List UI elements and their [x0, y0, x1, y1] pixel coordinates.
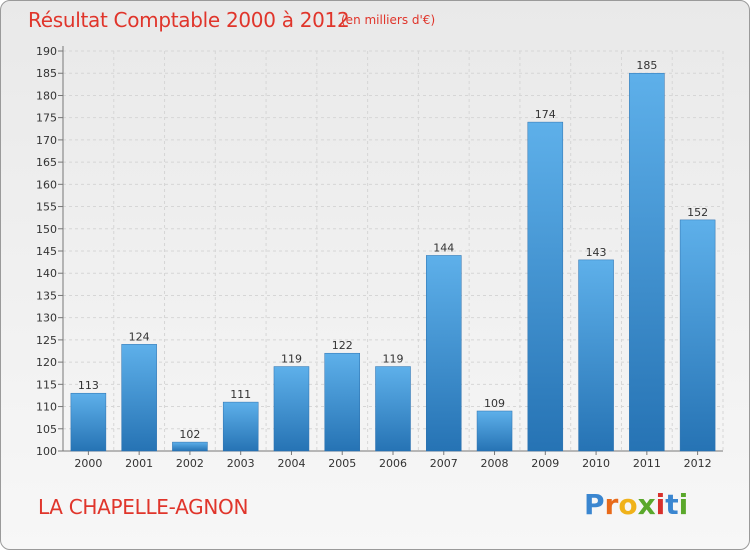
bar: [172, 441, 208, 452]
bar: [121, 344, 157, 452]
x-tick-label: 2007: [430, 457, 458, 470]
bar: [679, 219, 716, 452]
logo-letter: i: [678, 488, 689, 521]
y-tick-label: 175: [36, 112, 57, 125]
bar-value-label: 119: [383, 353, 404, 366]
bar-value-label: 113: [78, 379, 99, 392]
logo-letter: i: [655, 488, 666, 521]
y-tick-label: 135: [36, 289, 57, 302]
logo-letter: x: [637, 488, 656, 521]
y-tick-label: 165: [36, 156, 57, 169]
bar-value-label: 102: [179, 428, 200, 441]
bar-value-label: 144: [433, 241, 454, 254]
logo-letter: o: [618, 488, 638, 521]
bar-value-label: 143: [586, 246, 607, 259]
bar-value-label: 174: [535, 108, 556, 121]
x-tick-label: 2009: [531, 457, 559, 470]
bar: [629, 72, 665, 452]
x-tick-label: 2004: [277, 457, 305, 470]
y-tick-label: 170: [36, 134, 57, 147]
x-tick-label: 2010: [582, 457, 610, 470]
logo-letter: t: [665, 488, 679, 521]
x-tick-label: 2002: [176, 457, 204, 470]
y-tick-label: 105: [36, 423, 57, 436]
bar-value-label: 185: [636, 59, 657, 72]
x-tick-label: 2003: [227, 457, 255, 470]
bar-value-label: 111: [230, 388, 251, 401]
x-tick-label: 2000: [74, 457, 102, 470]
bar: [222, 401, 259, 452]
bar-value-label: 124: [129, 330, 150, 343]
x-tick-label: 2001: [125, 457, 153, 470]
bar-value-label: 119: [281, 353, 302, 366]
x-tick-label: 2005: [328, 457, 356, 470]
bar: [527, 121, 564, 452]
bar: [70, 392, 107, 452]
y-tick-label: 180: [36, 89, 57, 102]
y-tick-label: 140: [36, 267, 57, 280]
proxiti-logo: Proxiti: [584, 488, 688, 521]
bar: [375, 366, 411, 452]
y-tick-label: 110: [36, 401, 57, 414]
commune-name: LA CHAPELLE-AGNON: [38, 495, 249, 519]
bar: [426, 255, 462, 452]
y-tick-label: 190: [36, 45, 57, 58]
y-tick-label: 120: [36, 356, 57, 369]
y-tick-label: 125: [36, 334, 57, 347]
logo-letter: P: [584, 488, 605, 521]
y-tick-label: 160: [36, 178, 57, 191]
chart-title: Résultat Comptable 2000 à 2012: [28, 8, 350, 32]
x-tick-label: 2012: [684, 457, 712, 470]
y-tick-label: 155: [36, 201, 57, 214]
bar: [273, 366, 310, 452]
chart-subtitle: (en milliers d'€): [341, 13, 436, 27]
y-tick-label: 150: [36, 223, 57, 236]
bar: [578, 259, 614, 452]
y-tick-label: 130: [36, 312, 57, 325]
bar-value-label: 109: [484, 397, 505, 410]
bar: [324, 352, 360, 452]
bar: [476, 410, 513, 452]
x-tick-label: 2011: [633, 457, 661, 470]
y-tick-label: 100: [36, 445, 57, 458]
bar-value-label: 152: [687, 206, 708, 219]
bar-value-label: 122: [332, 339, 353, 352]
y-tick-label: 145: [36, 245, 57, 258]
logo-letter: r: [604, 488, 619, 521]
x-tick-label: 2006: [379, 457, 407, 470]
x-tick-label: 2008: [481, 457, 509, 470]
y-tick-label: 115: [36, 378, 57, 391]
y-tick-label: 185: [36, 67, 57, 80]
